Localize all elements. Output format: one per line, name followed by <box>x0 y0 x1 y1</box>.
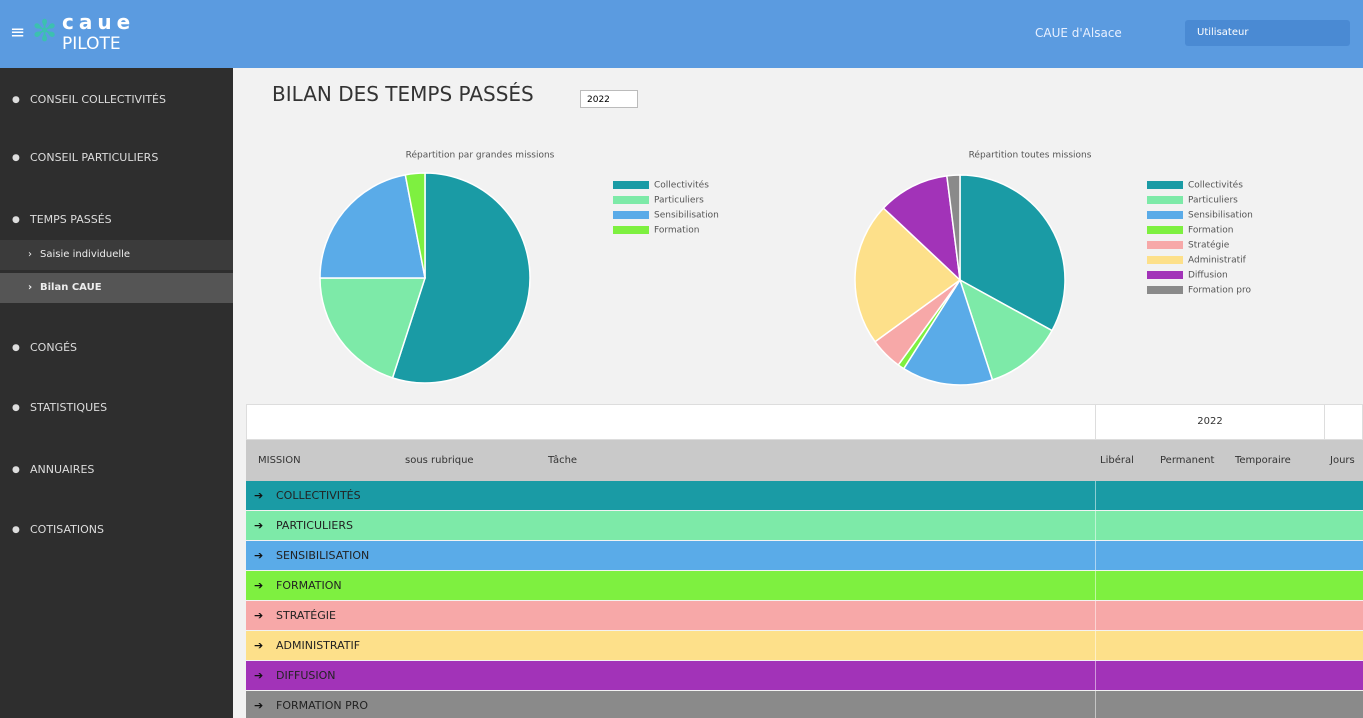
row-divider <box>1095 481 1096 510</box>
mission-row[interactable]: STRATÉGIE <box>246 601 1363 630</box>
legend-swatch <box>1147 196 1183 204</box>
legend-swatch <box>1147 286 1183 294</box>
legend-label: Administratif <box>1188 256 1247 266</box>
mission-row[interactable]: ADMINISTRATIF <box>246 631 1363 660</box>
legend-swatch <box>1147 226 1183 234</box>
column-header[interactable]: Permanent <box>1160 455 1215 466</box>
column-header[interactable]: Tâche <box>548 455 578 466</box>
logo-icon: ✻ <box>32 14 58 49</box>
row-divider <box>1095 511 1096 540</box>
mission-row[interactable]: SENSIBILISATION <box>246 541 1363 570</box>
legend-swatch <box>1147 241 1183 249</box>
mission-row[interactable]: FORMATION <box>246 571 1363 600</box>
mission-row[interactable]: FORMATION PRO <box>246 691 1363 718</box>
legend-swatch <box>1147 181 1183 189</box>
logo-bottom: PILOTE <box>62 34 121 54</box>
legend-swatch <box>613 181 649 189</box>
pie-slice <box>946 174 961 281</box>
org-name[interactable]: CAUE d'Alsace <box>1035 26 1122 40</box>
row-divider <box>1095 661 1096 690</box>
legend-label: Sensibilisation <box>654 211 719 221</box>
column-header[interactable]: Temporaire <box>1235 455 1291 466</box>
logo-top: caue <box>62 10 136 34</box>
column-header[interactable]: sous rubrique <box>405 455 474 466</box>
legend-swatch <box>1147 211 1183 219</box>
chart-title: Répartition par grandes missions <box>406 150 555 161</box>
nav-item[interactable]: STATISTIQUES <box>0 398 233 418</box>
nav-item[interactable]: ANNUAIRES <box>0 460 233 480</box>
top-bar: ≡ ✻ caue PILOTE CAUE d'Alsace Utilisateu… <box>0 0 1363 68</box>
row-divider <box>1095 571 1096 600</box>
legend-swatch <box>613 196 649 204</box>
year-header: 2022 <box>1095 404 1325 440</box>
nav-subitem[interactable]: Bilan CAUE <box>0 273 233 303</box>
table-header <box>246 440 1363 481</box>
nav-item[interactable]: TEMPS PASSÉS <box>0 210 233 230</box>
legend-label: Diffusion <box>1188 271 1228 281</box>
sidebar: CONSEIL COLLECTIVITÉS CONSEIL PARTICULIER… <box>0 68 233 718</box>
mission-row[interactable]: DIFFUSION <box>246 661 1363 690</box>
legend-swatch <box>613 226 649 234</box>
legend-label: Formation <box>654 226 699 236</box>
nav-item[interactable]: CONGÉS <box>0 338 233 358</box>
column-header[interactable]: MISSION <box>258 455 301 466</box>
legend-swatch <box>613 211 649 219</box>
legend-label: Collectivités <box>654 180 709 191</box>
pie-slice <box>319 277 427 379</box>
mission-row[interactable]: PARTICULIERS <box>246 511 1363 540</box>
legend-label: Particuliers <box>654 196 704 206</box>
pie-slice <box>404 172 426 279</box>
charts: Répartition par grandes missions Collecti… <box>319 150 1253 386</box>
pie-slice <box>882 174 962 282</box>
pie-slice <box>391 172 531 384</box>
legend-swatch <box>1147 271 1183 279</box>
nav-item[interactable]: COTISATIONS <box>0 520 233 540</box>
column-header[interactable]: Jours <box>1330 455 1355 466</box>
column-header[interactable]: Libéral <box>1100 455 1134 466</box>
legend-label: Collectivités <box>1188 180 1243 191</box>
nav-item[interactable]: CONSEIL PARTICULIERS <box>0 148 233 168</box>
nav-item[interactable]: CONSEIL COLLECTIVITÉS <box>0 90 233 110</box>
pie-slice <box>959 174 1066 332</box>
legend-label: Formation <box>1188 226 1233 236</box>
user-menu[interactable]: Utilisateur <box>1185 20 1350 46</box>
menu-icon[interactable]: ≡ <box>10 22 26 43</box>
page-title: BILAN DES TEMPS PASSÉS <box>272 82 534 106</box>
legend-label: Stratégie <box>1188 240 1230 251</box>
year-select[interactable]: 2022 <box>580 90 638 108</box>
legend-label: Particuliers <box>1188 196 1238 206</box>
legend-label: Formation pro <box>1188 286 1252 296</box>
row-divider <box>1095 601 1096 630</box>
pie-slice <box>319 173 426 279</box>
legend-label: Sensibilisation <box>1188 211 1253 221</box>
pie-slice <box>902 278 994 386</box>
pie-slice <box>958 278 1054 381</box>
row-divider <box>1095 691 1096 718</box>
chart-title: Répartition toutes missions <box>969 150 1092 161</box>
legend-swatch <box>1147 256 1183 264</box>
mission-row[interactable]: COLLECTIVITÉS <box>246 481 1363 510</box>
table-top <box>246 404 1363 440</box>
nav-subitem[interactable]: Saisie individuelle <box>0 240 233 270</box>
pie-slice <box>854 207 962 343</box>
row-divider <box>1095 541 1096 570</box>
row-divider <box>1095 631 1096 660</box>
